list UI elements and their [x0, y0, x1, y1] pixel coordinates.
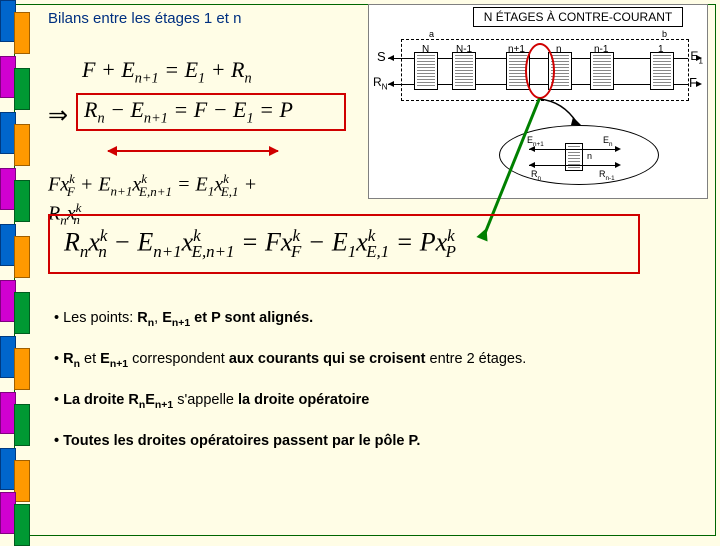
big-equation-box: Rnxkn − En+1xkE,n+1 = FxkF − E1xkE,1 = P…: [48, 214, 640, 274]
diagram-title: N ÉTAGES À CONTRE-COURANT: [473, 7, 683, 27]
red-double-arrow: [108, 150, 278, 152]
stage-lbl-1: 1: [658, 44, 664, 55]
stage-1: [650, 52, 674, 90]
stage-lbl-N: N: [422, 44, 429, 55]
corner-a: a: [429, 29, 434, 39]
corner-b: b: [662, 29, 667, 39]
stage-lbl-nm1: n-1: [594, 44, 608, 55]
detail-stage: [565, 143, 583, 171]
stage-lbl-n: n: [556, 44, 562, 55]
content-area: Bilans entre les étages 1 et n F + En+1 …: [48, 10, 708, 528]
oval-center: n: [587, 151, 592, 161]
stage-Nm1: [452, 52, 476, 90]
implies-symbol: ⇒: [48, 101, 68, 130]
stage-lbl-Nm1: N-1: [456, 44, 472, 55]
stage-nm1: [590, 52, 614, 90]
bullet-1: • Les points: Rn, En+1 et P sont alignés…: [54, 310, 674, 329]
oval-br: Rn-1: [599, 169, 615, 182]
decorative-bars: [0, 0, 36, 540]
stage-lbl-np1: n+1: [508, 44, 525, 55]
equation-2: Rn − En+1 = F − E1 = P: [84, 97, 293, 127]
label-S: S: [377, 49, 386, 64]
oval-tl: En+1: [527, 135, 544, 148]
bullet-4: • Toutes les droites opératoires passent…: [54, 433, 674, 449]
bullet-3: • La droite RnEn+1 s'appelle la droite o…: [54, 392, 674, 411]
stage-N: [414, 52, 438, 90]
connector-arrow-icon: [533, 97, 583, 127]
label-RN: RN: [373, 75, 388, 91]
red-highlight-circle: [525, 43, 555, 99]
equation-1: F + En+1 = E1 + Rn: [82, 57, 252, 87]
oval-bl: Rn: [531, 169, 541, 182]
bullet-list: • Les points: Rn, En+1 et P sont alignés…: [54, 292, 674, 471]
oval-tr: En: [603, 135, 613, 148]
bullet-2: • Rn et En+1 correspondent aux courants …: [54, 351, 674, 370]
